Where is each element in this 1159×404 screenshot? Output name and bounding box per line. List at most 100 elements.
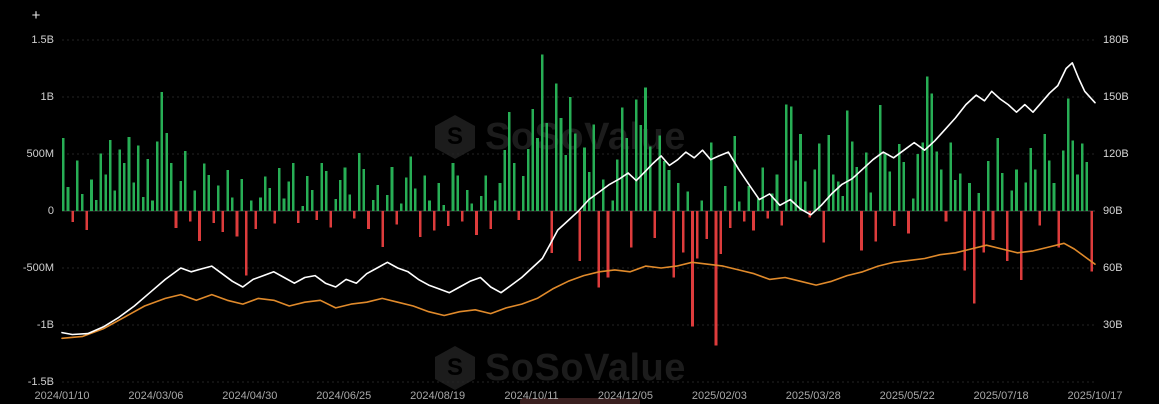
inflow-bar[interactable]: [339, 179, 342, 211]
inflow-bar[interactable]: [1038, 211, 1042, 226]
inflow-bar[interactable]: [259, 197, 262, 211]
inflow-bar[interactable]: [550, 211, 553, 253]
inflow-bar[interactable]: [367, 211, 370, 230]
inflow-bar[interactable]: [620, 107, 624, 211]
inflow-bar[interactable]: [916, 153, 920, 211]
inflow-bar[interactable]: [540, 54, 544, 211]
inflow-bar[interactable]: [489, 211, 492, 230]
inflow-bar[interactable]: [771, 193, 774, 211]
inflow-bar[interactable]: [799, 134, 802, 211]
inflow-bar[interactable]: [902, 161, 906, 211]
inflow-bar[interactable]: [888, 171, 891, 211]
inflow-bar[interactable]: [1080, 143, 1084, 211]
inflow-bar[interactable]: [353, 211, 356, 219]
inflow-bar[interactable]: [700, 200, 704, 211]
inflow-bar[interactable]: [273, 211, 276, 224]
inflow-bar[interactable]: [169, 163, 173, 211]
inflow-bar[interactable]: [911, 198, 915, 211]
inflow-bar[interactable]: [644, 87, 647, 211]
inflow-bar[interactable]: [789, 106, 793, 211]
inflow-bar[interactable]: [982, 211, 985, 253]
inflow-bar[interactable]: [207, 174, 211, 211]
inflow-bar[interactable]: [921, 142, 924, 211]
inflow-bar[interactable]: [348, 194, 352, 211]
inflow-bar[interactable]: [160, 91, 164, 211]
inflow-bar[interactable]: [151, 200, 154, 211]
inflow-bar[interactable]: [648, 146, 652, 211]
inflow-bar[interactable]: [935, 151, 938, 211]
inflow-bar[interactable]: [362, 168, 366, 211]
inflow-bar[interactable]: [827, 134, 830, 211]
inflow-bar[interactable]: [1001, 173, 1004, 211]
inflow-bar[interactable]: [231, 197, 234, 211]
inflow-bar[interactable]: [310, 190, 314, 211]
inflow-bar[interactable]: [1052, 182, 1056, 211]
inflow-bar[interactable]: [958, 173, 962, 211]
inflow-bar[interactable]: [437, 183, 441, 211]
inflow-bar[interactable]: [301, 205, 305, 211]
inflow-bar[interactable]: [968, 183, 971, 211]
inflow-bar[interactable]: [987, 160, 990, 211]
inflow-bar[interactable]: [85, 211, 89, 230]
add-button[interactable]: +: [31, 7, 41, 24]
inflow-bar[interactable]: [564, 155, 567, 211]
inflow-bar[interactable]: [1043, 134, 1046, 211]
inflow-bar[interactable]: [418, 211, 422, 237]
inflow-bar[interactable]: [663, 160, 666, 211]
inflow-bar[interactable]: [277, 167, 281, 211]
inflow-bar[interactable]: [526, 149, 530, 211]
inflow-bar[interactable]: [879, 104, 882, 211]
inflow-bar[interactable]: [996, 137, 999, 211]
inflow-bar[interactable]: [940, 169, 943, 211]
inflow-bar[interactable]: [536, 138, 539, 211]
inflow-bar[interactable]: [1033, 169, 1037, 211]
inflow-bar[interactable]: [465, 189, 469, 211]
inflow-bar[interactable]: [559, 117, 563, 211]
inflow-bar[interactable]: [226, 169, 229, 211]
inflow-bar[interactable]: [597, 211, 600, 288]
inflow-bar[interactable]: [400, 203, 403, 211]
inflow-bar[interactable]: [395, 211, 398, 225]
inflow-bar[interactable]: [667, 170, 671, 211]
inflow-bar[interactable]: [442, 204, 445, 211]
inflow-bar[interactable]: [822, 211, 826, 243]
inflow-bar[interactable]: [531, 109, 535, 211]
inflow-bar[interactable]: [475, 211, 478, 235]
inflow-bar[interactable]: [944, 211, 948, 222]
inflow-bar[interactable]: [146, 159, 150, 211]
inflow-bar[interactable]: [254, 211, 258, 230]
inflow-bar[interactable]: [381, 211, 384, 247]
inflow-bar[interactable]: [686, 191, 690, 211]
inflow-bar[interactable]: [216, 185, 220, 211]
inflow-bar[interactable]: [724, 185, 727, 211]
inflow-bar[interactable]: [508, 111, 511, 211]
inflow-bar[interactable]: [583, 147, 586, 211]
inflow-bar[interactable]: [1015, 169, 1018, 211]
inflow-bar[interactable]: [329, 211, 333, 228]
inflow-bar[interactable]: [1062, 150, 1065, 211]
inflow-bar[interactable]: [813, 169, 816, 211]
inflow-bar[interactable]: [245, 211, 248, 276]
inflow-bar[interactable]: [334, 199, 337, 211]
inflow-bar[interactable]: [1057, 211, 1061, 248]
inflow-bar[interactable]: [428, 200, 431, 211]
inflow-bar[interactable]: [728, 211, 732, 229]
inflow-bar[interactable]: [512, 163, 516, 211]
inflow-bar[interactable]: [991, 211, 995, 240]
inflow-bar[interactable]: [62, 138, 65, 211]
inflow-bar[interactable]: [738, 201, 741, 211]
inflow-bar[interactable]: [630, 211, 633, 248]
inflow-bar[interactable]: [742, 211, 746, 222]
inflow-bar[interactable]: [104, 174, 107, 211]
inflow-bar[interactable]: [869, 192, 873, 211]
inflow-bar[interactable]: [371, 200, 375, 211]
inflow-bar[interactable]: [601, 179, 605, 211]
inflow-bar[interactable]: [306, 176, 309, 211]
inflow-bar[interactable]: [390, 167, 394, 211]
inflow-bar[interactable]: [263, 176, 267, 211]
inflow-bar[interactable]: [611, 200, 614, 211]
inflow-bar[interactable]: [404, 177, 408, 211]
inflow-bar[interactable]: [137, 145, 140, 211]
inflow-bar[interactable]: [874, 211, 877, 242]
